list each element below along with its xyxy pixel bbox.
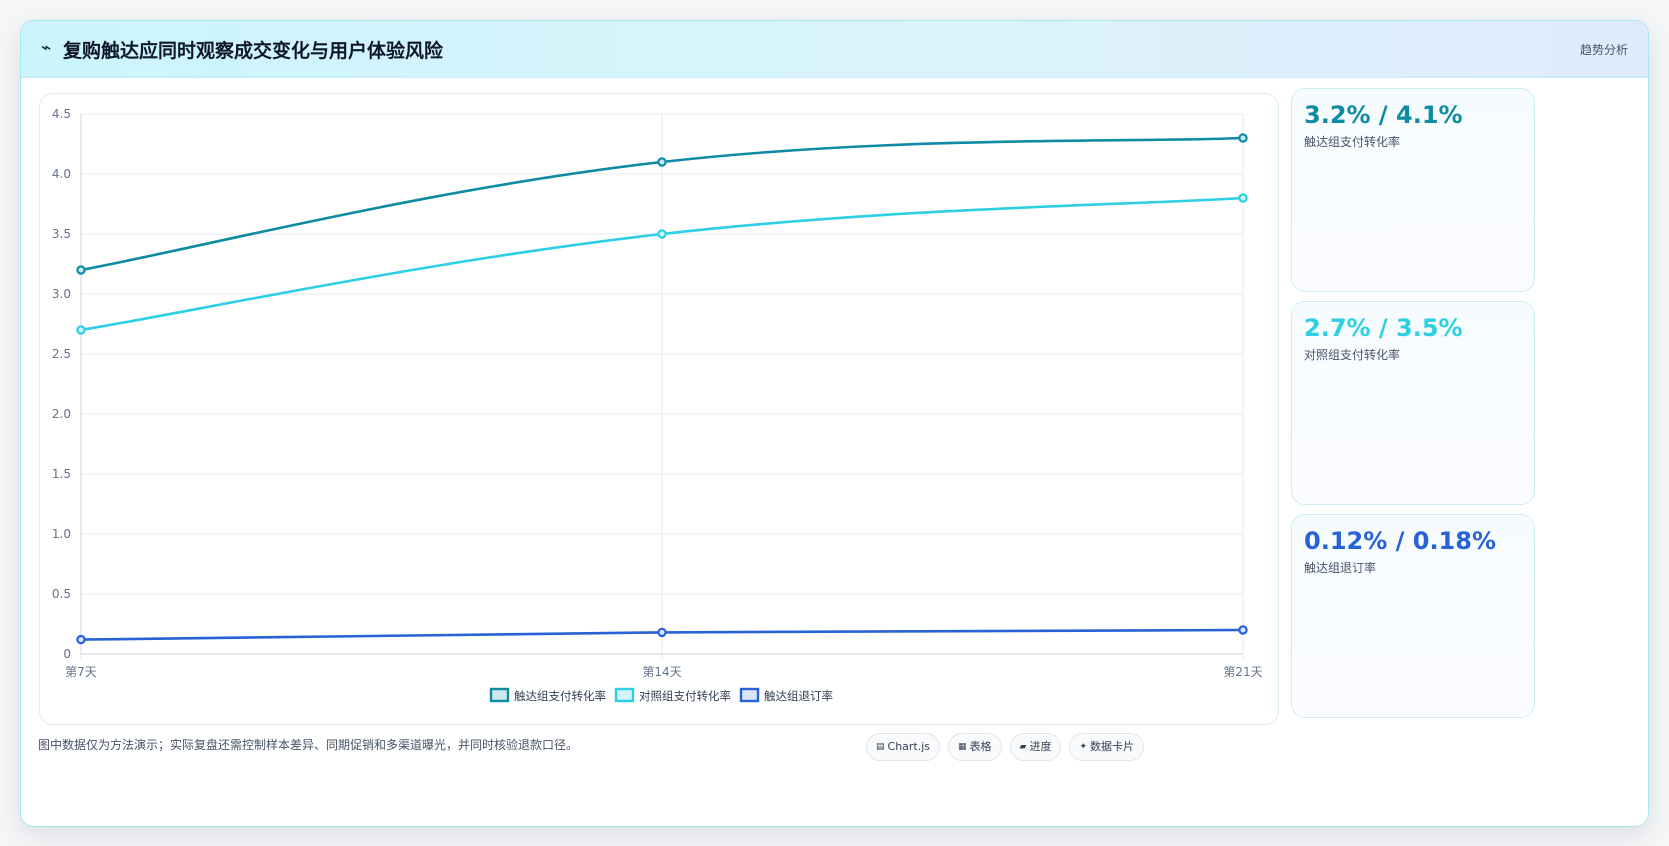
y-tick-label: 4.0	[52, 167, 71, 181]
y-tick-label: 0	[63, 647, 71, 661]
chart-icon: ▤	[876, 742, 885, 752]
page-title: 复购触达应同时观察成交变化与用户体验风险	[63, 40, 444, 62]
legend-label: 对照组支付转化率	[639, 689, 731, 703]
feature-chips: ▤ Chart.js ▦ 表格 ▰ 进度 ✦ 数据卡片	[866, 733, 1145, 761]
data-point[interactable]	[657, 627, 667, 638]
chip-label: 表格	[969, 740, 992, 753]
data-point[interactable]	[657, 157, 667, 167]
legend-item-0[interactable]: 触达组支付转化率	[489, 687, 606, 703]
y-tick-label: 2.0	[52, 407, 71, 421]
chip-data-cards[interactable]: ✦ 数据卡片	[1069, 733, 1145, 761]
chip-chartjs[interactable]: ▤ Chart.js	[866, 733, 941, 761]
chip-label: Chart.js	[887, 740, 931, 753]
y-tick-label: 2.5	[52, 347, 71, 361]
chart-panel: 0 0.5 1.0 1.5 2.0 2.5 3.0 3.5 4.0 4.5 第7天 第14天 第21天 …	[39, 93, 1279, 725]
legend-swatch	[614, 687, 635, 703]
legend-label: 触达组支付转化率	[514, 689, 606, 703]
chip-table[interactable]: ▦ 表格	[948, 733, 1002, 761]
y-tick-label: 4.5	[52, 107, 71, 121]
y-tick-label: 1.5	[52, 467, 71, 481]
legend-label: 触达组退订率	[764, 689, 833, 703]
kpi-value: 2.7% / 3.5%	[1304, 314, 1463, 342]
data-point[interactable]	[657, 229, 667, 239]
x-tick-label: 第21天	[1223, 665, 1262, 679]
data-point[interactable]	[76, 325, 86, 335]
dashboard-card: ⌁ 复购触达应同时观察成交变化与用户体验风险 趋势分析 0 0.5 1.0 1.5 2.…	[20, 20, 1649, 827]
progress-icon: ▰	[1019, 742, 1027, 752]
chip-label: 进度	[1029, 740, 1052, 753]
y-tick-label: 3.5	[52, 227, 71, 241]
data-point[interactable]	[1238, 193, 1248, 203]
card-header: ⌁ 复购触达应同时观察成交变化与用户体验风险 趋势分析	[21, 21, 1648, 78]
footer-note: 图中数据仅为方法演示；实际复盘还需控制样本差异、同期促销和多渠道曝光，并同时核验…	[38, 738, 579, 752]
chip-progress[interactable]: ▰ 进度	[1009, 733, 1062, 761]
kpi-label: 对照组支付转化率	[1304, 348, 1401, 362]
y-tick-label: 1.0	[52, 527, 71, 541]
kpi-label: 触达组支付转化率	[1304, 135, 1401, 149]
kpi-card-unsubscribe-rate: 0.12% / 0.18% 触达组退订率	[1291, 514, 1535, 718]
y-tick-label: 3.0	[52, 287, 71, 301]
section-tag: 趋势分析	[1579, 43, 1628, 57]
data-card-icon: ✦	[1079, 742, 1088, 752]
legend-item-2[interactable]: 触达组退订率	[739, 687, 833, 703]
data-point[interactable]	[76, 634, 86, 645]
y-tick-label: 0.5	[52, 587, 71, 601]
data-point[interactable]	[1238, 625, 1248, 635]
legend-swatch	[739, 687, 760, 703]
x-tick-label: 第14天	[642, 665, 681, 679]
kpi-value: 3.2% / 4.1%	[1304, 101, 1463, 129]
data-point[interactable]	[1238, 133, 1248, 143]
line-chart-icon: ⌁	[41, 38, 52, 58]
legend-swatch	[489, 687, 510, 703]
kpi-label: 触达组退订率	[1304, 561, 1377, 575]
kpi-card-control-conversion: 2.7% / 3.5% 对照组支付转化率	[1291, 301, 1535, 505]
x-tick-label: 第7天	[65, 665, 97, 679]
table-icon: ▦	[958, 742, 967, 752]
data-point[interactable]	[76, 265, 86, 275]
kpi-card-touch-conversion: 3.2% / 4.1% 触达组支付转化率	[1291, 88, 1535, 292]
legend-item-1[interactable]: 对照组支付转化率	[614, 687, 731, 703]
kpi-value: 0.12% / 0.18%	[1304, 527, 1496, 555]
chip-label: 数据卡片	[1090, 740, 1135, 753]
